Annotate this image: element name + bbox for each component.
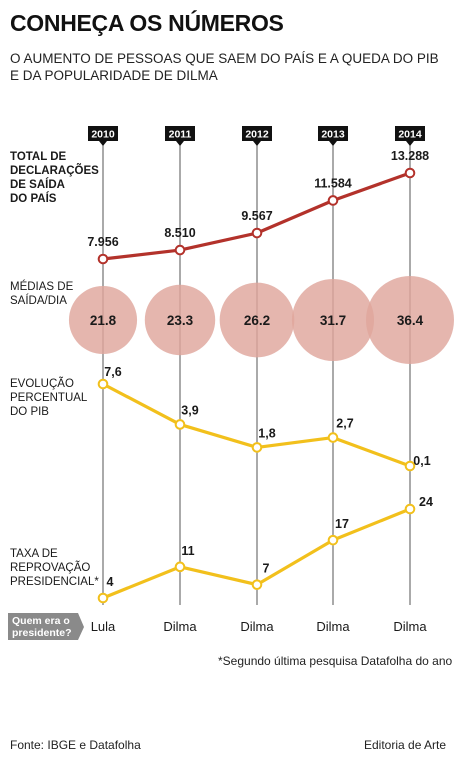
president-name: Dilma	[240, 619, 274, 634]
series-label: TAXA DE	[10, 548, 58, 560]
year-label: 2014	[398, 129, 422, 141]
declaracoes-value-label: 9.567	[241, 209, 272, 223]
year-tag-pointer	[99, 141, 107, 146]
source-note: Fonte: IBGE e Datafolha	[10, 738, 141, 752]
reprovacao-value-label: 11	[181, 544, 194, 558]
footnote: *Segundo última pesquisa Datafolha do an…	[218, 654, 453, 668]
year-tag	[318, 126, 348, 141]
declaracoes-point	[174, 244, 186, 256]
chart-subtitle: O AUMENTO DE PESSOAS QUE SAEM DO PAÍS E …	[10, 51, 439, 83]
saidas-value-label: 31.7	[320, 313, 346, 328]
series-label: MÉDIAS DE	[10, 280, 74, 293]
year-label: 2013	[321, 129, 345, 141]
pib-value-label: 3,9	[181, 403, 198, 417]
year-label: 2011	[169, 129, 192, 141]
reprovacao-point	[404, 503, 416, 515]
saidas-bubble	[291, 278, 375, 362]
pib-value-label: 2,7	[336, 417, 353, 431]
series-label: DO PIB	[10, 406, 49, 418]
saidas-value-label: 21.8	[90, 313, 117, 328]
declaracoes-value-label: 8.510	[164, 226, 195, 240]
president-name: Lula	[91, 619, 116, 634]
saidas-bubble	[219, 282, 295, 358]
pib-value-label: 7,6	[104, 365, 121, 379]
reprovacao-value-label: 4	[107, 575, 114, 589]
series-label: DE SAÍDA	[10, 178, 65, 191]
reprovacao-point	[327, 534, 339, 546]
saidas-value-label: 26.2	[244, 313, 270, 328]
president-badge-label: Quem era o	[12, 615, 70, 627]
declaracoes-point	[251, 227, 263, 239]
year-tag	[395, 126, 425, 141]
series-label: PERCENTUAL	[10, 392, 88, 404]
declaracoes-point	[404, 167, 416, 179]
reprovacao-value-label: 7	[263, 562, 270, 576]
series-label: TOTAL DE	[10, 151, 67, 163]
pib-value-label: 0,1	[413, 454, 430, 468]
president-badge-label: presidente?	[12, 627, 72, 639]
year-tag	[88, 126, 118, 141]
president-name: Dilma	[163, 619, 197, 634]
declaracoes-value-label: 13.288	[391, 149, 429, 163]
president-name: Dilma	[393, 619, 427, 634]
saidas-value-label: 36.4	[397, 313, 424, 328]
series-label: PRESIDENCIAL*	[10, 576, 99, 588]
reprovacao-value-label: 24	[419, 495, 433, 509]
series-label: SAÍDA/DIA	[10, 294, 67, 307]
saidas-value-label: 23.3	[167, 313, 194, 328]
pib-point	[327, 432, 339, 443]
pib-point	[251, 442, 263, 453]
declaracoes-value-label: 7.956	[87, 235, 118, 249]
reprovacao-point	[251, 579, 263, 590]
pib-value-label: 1,8	[258, 426, 275, 440]
year-tag-pointer	[176, 141, 184, 146]
series-label: DO PAÍS	[10, 192, 57, 205]
saidas-bubble	[144, 284, 216, 356]
year-label: 2012	[245, 129, 269, 141]
president-name: Dilma	[316, 619, 350, 634]
declaracoes-value-label: 11.584	[314, 176, 352, 190]
saidas-bubble	[366, 276, 454, 364]
pib-point	[404, 460, 416, 472]
pib-point	[174, 419, 186, 430]
reprovacao-point	[97, 592, 109, 604]
reprovacao-point	[174, 561, 186, 573]
year-tag-pointer	[406, 141, 414, 146]
declaracoes-point	[327, 195, 339, 206]
declaracoes-point	[97, 253, 109, 265]
year-tag-pointer	[329, 141, 337, 146]
year-tag	[165, 126, 195, 141]
series-label: DECLARAÇÕES	[10, 164, 99, 177]
year-tag	[242, 126, 272, 141]
credit-note: Editoria de Arte	[364, 738, 447, 752]
year-tag-pointer	[253, 141, 261, 146]
president-badge	[8, 613, 84, 640]
chart-title: CONHEÇA OS NÚMEROS	[10, 10, 284, 36]
pib-point	[97, 378, 109, 390]
series-label: EVOLUÇÃO	[10, 377, 74, 390]
saidas-bubble	[68, 285, 138, 355]
reprovacao-value-label: 17	[335, 517, 349, 531]
year-label: 2010	[91, 129, 115, 141]
series-label: REPROVAÇÃO	[10, 561, 90, 574]
